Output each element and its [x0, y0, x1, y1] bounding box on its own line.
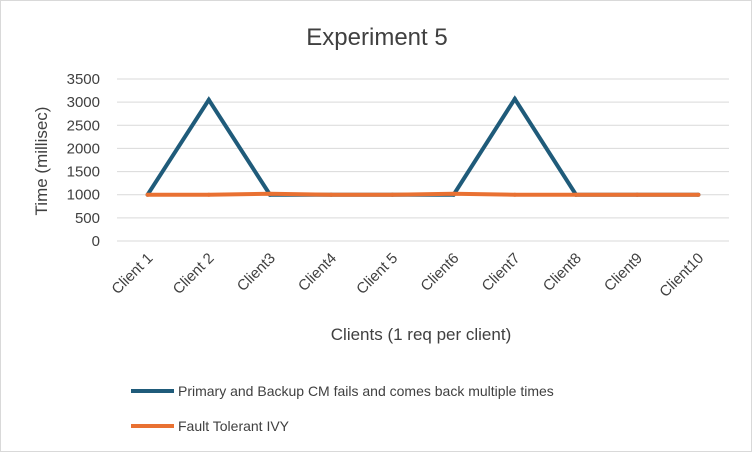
y-tick-label: 0: [92, 233, 100, 250]
data-point: [329, 192, 334, 197]
y-tick-label: 3000: [67, 94, 100, 111]
data-point: [512, 96, 517, 101]
y-axis-ticks: 0 500 1000 1500 2000 2500 3000 3500: [67, 71, 100, 250]
data-point: [696, 192, 701, 197]
legend-label-1: Primary and Backup CM fails and comes ba…: [178, 383, 554, 399]
data-point: [206, 192, 211, 197]
y-tick-label: 500: [75, 210, 100, 227]
x-tick-label: Client10: [656, 250, 707, 301]
y-tick-label: 1000: [67, 187, 100, 204]
data-point: [451, 191, 456, 196]
legend: Primary and Backup CM fails and comes ba…: [131, 383, 554, 434]
series-lines: [145, 95, 701, 197]
data-point: [390, 192, 395, 197]
y-tick-label: 1500: [67, 164, 100, 181]
data-point: [145, 192, 150, 197]
y-axis-title: Time (millisec): [32, 107, 51, 216]
chart-title: Experiment 5: [306, 24, 447, 51]
x-axis-title: Clients (1 req per client): [331, 325, 511, 344]
x-tick-label: Client7: [479, 250, 524, 295]
x-axis-ticks: Client 1 Client 2 Client3 Client4 Client 5 Cl…: [108, 250, 707, 301]
x-tick-label: Client9: [601, 250, 646, 295]
x-tick-label: Client 5: [353, 250, 401, 298]
data-point: [268, 191, 272, 196]
data-point: [635, 192, 640, 197]
legend-label-2: Fault Tolerant IVY: [178, 418, 290, 434]
x-tick-label: Client 2: [170, 250, 218, 298]
x-tick-label: Client 1: [108, 250, 156, 298]
x-tick-label: Client6: [417, 250, 462, 295]
y-tick-label: 2000: [67, 140, 100, 157]
series-line-2: [147, 191, 699, 197]
x-tick-label: Client4: [295, 250, 340, 295]
x-tick-label: Client8: [540, 250, 585, 295]
data-point: [574, 192, 578, 197]
series-line-1: [145, 95, 699, 197]
data-point: [206, 97, 211, 102]
y-tick-label: 2500: [67, 117, 100, 134]
x-tick-label: Client3: [234, 250, 279, 295]
data-point: [512, 192, 517, 197]
y-tick-label: 3500: [67, 71, 100, 88]
